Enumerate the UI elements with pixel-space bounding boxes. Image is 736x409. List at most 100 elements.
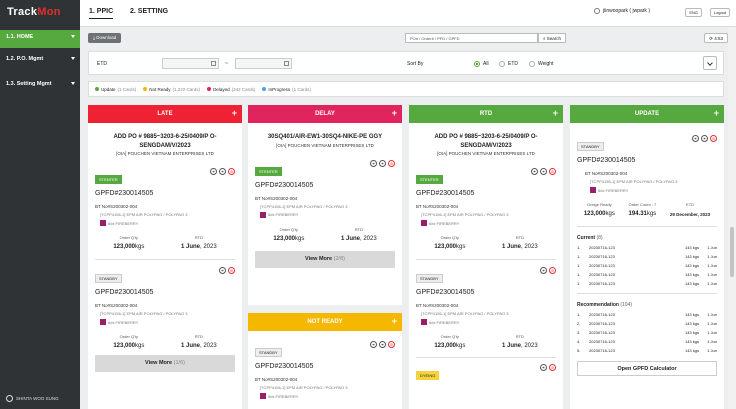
scrollbar-thumb[interactable]	[730, 227, 734, 277]
list-item-n: 4.	[577, 339, 581, 344]
link-icon[interactable]: ⚭	[379, 341, 386, 348]
add-icon[interactable]: +	[552, 108, 558, 118]
etd-value: 29 December, 2023	[669, 212, 711, 217]
disable-icon[interactable]: ⊘	[388, 159, 395, 167]
sort-weight-radio[interactable]: Weight	[529, 61, 553, 67]
list-item-code: 20230716-123	[589, 321, 615, 326]
card-metrics: Order Q'ty 123,000kgs RTD 1 June, 2023	[95, 334, 235, 349]
link-icon[interactable]: ⚭	[379, 159, 386, 167]
sidebar-item-po-mgmt[interactable]: 1.2. P.O. Mgmt	[0, 52, 80, 70]
list-item[interactable]: 1. 20230716-123 143 kgs 1 Jun	[577, 245, 717, 250]
rtd-year: , 2023	[521, 244, 538, 250]
link-icon[interactable]: ⚭	[370, 159, 377, 167]
order-card[interactable]: STENTER ⚭ ⚭ ⊘ GPFD#230014505 BT No#S200302…	[88, 168, 242, 250]
add-icon[interactable]: +	[391, 108, 397, 118]
gpfd-number: GPFD#230014505	[255, 181, 314, 189]
order-qty: Order Q'ty 123,000kgs	[113, 334, 144, 349]
filter-expand-button[interactable]	[703, 56, 717, 70]
list-item[interactable]: 1. 20230716-123 143 kgs 1 Jun	[577, 312, 717, 317]
search-button[interactable]: ⌕ Search	[538, 33, 567, 43]
gpfd-number: GPFD#230014505	[255, 363, 314, 370]
list-item[interactable]: 1. 20230716-123 143 kgs 1 Jun	[577, 254, 717, 259]
refresh-timer[interactable]: ⟳ 4:53	[704, 33, 728, 43]
legend-label: Update	[101, 86, 116, 92]
user-menu[interactable]: jiinwoopark ( jwpark )	[594, 8, 650, 14]
open-gpfd-calculator-button[interactable]: Open GPFD Calculator	[577, 361, 717, 376]
rtd-date: RTD 1 June, 2023	[181, 334, 217, 349]
order-card[interactable]: DYEING ⚭ ⊘	[409, 364, 563, 382]
etd-label: ETD	[97, 61, 107, 67]
radio-label: ETD	[508, 61, 518, 67]
add-icon[interactable]: +	[231, 108, 237, 118]
sidebar-item-home[interactable]: 1.1. HOME	[0, 30, 80, 48]
language-select[interactable]: ENG	[685, 8, 702, 17]
link-icon[interactable]: ⚭	[210, 168, 217, 175]
order-card[interactable]: STANDBY ⚭ ⊘ GPFD#230014505 BT No#S200302-…	[88, 267, 242, 349]
logout-button[interactable]: Logout	[709, 8, 730, 17]
disable-icon[interactable]: ⊘	[388, 341, 395, 348]
list-item[interactable]: 1. 20230716-123 143 kgs 1 Jun	[577, 272, 717, 277]
view-more-button[interactable]: View More (2/8)	[255, 250, 395, 268]
link-icon[interactable]: ⚭	[540, 267, 547, 274]
sidebar-item-setting-mgmt[interactable]: 1.3. Setting Mgmt	[0, 77, 80, 95]
list-item[interactable]: 5. 20230716-123 143 kgs 1 Jun	[577, 348, 717, 353]
list-item-d: 1 Jun	[707, 254, 717, 259]
list-item[interactable]: 1. 20230716-123 143 kgs 1 Jun	[577, 281, 717, 286]
list-item[interactable]: 3. 20230716-123 143 kgs 1 Jun	[577, 330, 717, 335]
etd-end-input[interactable]	[235, 58, 292, 69]
order-card[interactable]: STENTER ⚭ ⚭ ⊘ GPFD#230014505 BT No#S200302…	[409, 168, 563, 250]
link-icon[interactable]: ⚭	[370, 341, 377, 348]
recommendation-list: 1. 20230716-123 143 kgs 1 Jun 2. 20230716-123…	[570, 312, 724, 353]
list-item[interactable]: 1. 20230716-123 143 kgs 1 Jun	[577, 263, 717, 268]
tab-setting[interactable]: 2. SETTING	[130, 8, 169, 15]
list-item-n: 1.	[577, 272, 581, 277]
gpfd-number: GPFD#230014505	[95, 190, 154, 197]
link-icon[interactable]: ⚭	[219, 267, 226, 274]
list-item[interactable]: 2. 20230716-123 143 kgs 1 Jun	[577, 321, 717, 326]
bt-number: BT No#S200302-004	[95, 204, 138, 209]
date-range-separator: ~	[225, 61, 228, 67]
list-item[interactable]: 4. 20230716-123 143 kgs 1 Jun	[577, 339, 717, 344]
link-icon[interactable]: ⚭	[219, 168, 226, 175]
recommendation-count: (104)	[620, 302, 633, 308]
order-card[interactable]: STANDBY ⚭ ⚭ ⊘ GPFD#230014505 BT No#S200302…	[248, 341, 402, 399]
search-input[interactable]: PO# / Order# / PFD / GPFD	[405, 33, 538, 43]
column-title: RTD	[479, 111, 493, 117]
legend-dot	[262, 87, 267, 91]
tc-code: [TCPP4156-1] EPM AIR POLYPAG / POLYPAG 3	[260, 203, 348, 209]
disable-icon[interactable]: ⊘	[710, 135, 717, 142]
add-icon[interactable]: +	[713, 108, 719, 118]
link-icon[interactable]: ⚭	[701, 135, 708, 142]
sort-all-radio[interactable]: All	[474, 61, 489, 67]
sort-etd-radio[interactable]: ETD	[499, 61, 518, 67]
disable-icon[interactable]: ⊘	[549, 364, 556, 371]
tc-code: [TCPP4156-1] EPM AIR POLYPAG / POLYPAG 3	[421, 212, 509, 217]
add-icon[interactable]: +	[391, 316, 397, 326]
etd-start-input[interactable]	[162, 58, 219, 69]
disable-icon[interactable]: ⊘	[549, 168, 556, 175]
page-scrollbar[interactable]	[728, 27, 736, 409]
list-item-code: 20230716-123	[589, 281, 615, 286]
list-item-d: 1 Jun	[707, 312, 717, 317]
disable-icon[interactable]: ⊘	[228, 168, 235, 175]
tab-ppic[interactable]: 1. PPIC	[89, 8, 114, 19]
link-icon[interactable]: ⚭	[540, 364, 547, 371]
fabric-label: 6dx FIREBERRY	[268, 212, 299, 217]
sidebar-item-label: 1.1. HOME	[6, 34, 34, 40]
user-name: jiinwoopark ( jwpark )	[603, 8, 650, 14]
link-icon[interactable]: ⚭	[692, 135, 699, 142]
view-more-button[interactable]: View More (1/6)	[95, 355, 235, 372]
order-card[interactable]: STENTER ⚭ ⚭ ⊘ GPFD#230014505 BT No#S200302…	[248, 159, 402, 242]
rtd-column: RTD + ADD PO # 9885~3203-6-25/0409/P O-SE…	[409, 105, 563, 409]
update-card[interactable]: STANDBY ⚭ ⚭ ⊘ GPFD#230014505 BT No#S200302…	[570, 135, 724, 217]
order-card[interactable]: STANDBY ⚭ ⊘ GPFD#230014505 BT No#S200302-…	[409, 267, 563, 349]
color-swatch	[421, 319, 427, 325]
fabric-label: 6dx FIREBERRY	[268, 393, 299, 399]
link-icon[interactable]: ⚭	[531, 168, 538, 175]
disable-icon[interactable]: ⊘	[549, 267, 556, 274]
disable-icon[interactable]: ⊘	[228, 267, 235, 274]
link-icon[interactable]: ⚭	[540, 168, 547, 175]
color-swatch	[590, 187, 596, 193]
download-button[interactable]: ⤓ Download	[88, 33, 122, 43]
